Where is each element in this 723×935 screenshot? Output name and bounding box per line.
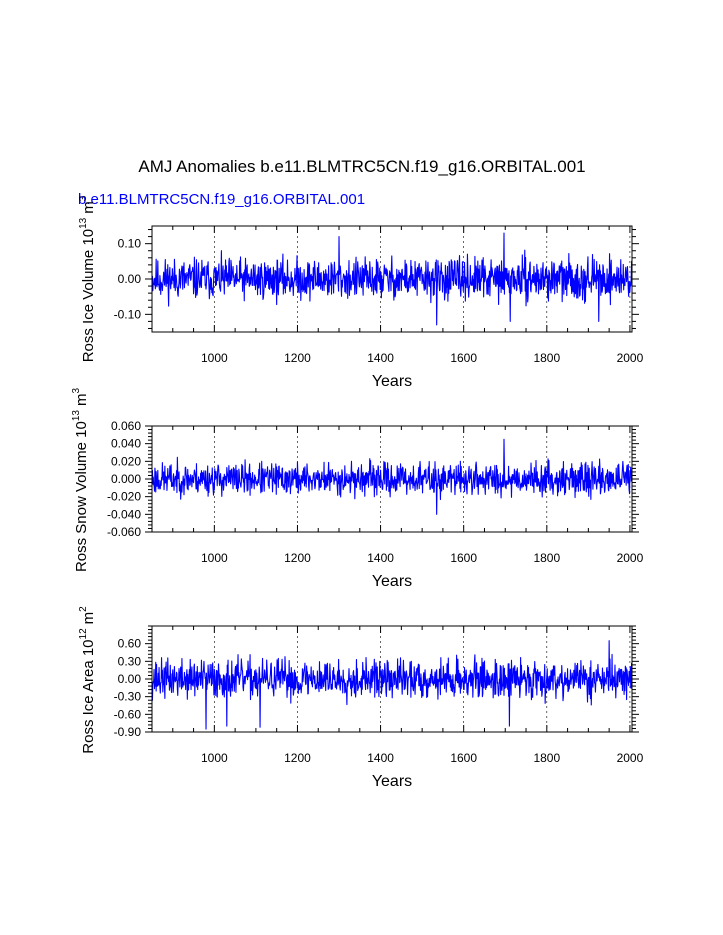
x-tick-label: 1800 (533, 551, 560, 565)
y-tick-label: 0.000 (111, 472, 141, 486)
y-axis-label-part: m (80, 612, 97, 625)
x-tick-label: 1600 (450, 751, 477, 765)
y-axis-label-part: Ross Ice Area 10 (80, 639, 97, 753)
panel-snow-volume: 1000 1200 1400 1600 1800 2000 0.060 0.040 0.020 0… (71, 388, 644, 590)
panel-ice-area: 1000 1200 1400 1600 1800 2000 0.60 0.30 0.00 -0.3… (78, 606, 644, 790)
figure-title: AMJ Anomalies b.e11.BLMTRC5CN.f19_g16.OR… (138, 157, 585, 176)
x-tick-label: 1600 (450, 351, 477, 365)
y-tick-label: 0.040 (111, 437, 141, 451)
y-axis-label: Ross Ice Area 1012 m2 (78, 606, 97, 754)
x-tick-label: 1000 (201, 351, 228, 365)
x-tick-label: 1800 (533, 351, 560, 365)
x-tick-label: 1800 (533, 751, 560, 765)
x-axis-label: Years (372, 773, 412, 790)
x-tick-label: 1200 (284, 751, 311, 765)
y-axis-label-part: Ross Snow Volume 10 (73, 421, 90, 572)
y-tick-label: -0.060 (107, 525, 141, 539)
x-tick-label: 1200 (284, 351, 311, 365)
y-tick-label: -0.020 (107, 490, 141, 504)
y-tick-label: 0.00 (118, 272, 142, 286)
y-axis-label: Ross Ice Volume 1013 m3 (78, 195, 97, 362)
y-axis-label-part: m (73, 394, 90, 407)
figure-subtitle: b.e11.BLMTRC5CN.f19_g16.ORBITAL.001 (78, 191, 365, 208)
y-axis-label-part: m (80, 201, 97, 214)
series-line (151, 438, 633, 515)
y-tick-label: 0.30 (118, 654, 142, 668)
y-tick-label: -0.10 (114, 307, 142, 321)
x-tick-label: 1200 (284, 551, 311, 565)
series-line (151, 640, 633, 730)
x-tick-label: 2000 (617, 351, 644, 365)
y-tick-label: 0.060 (111, 419, 141, 433)
panel-ice-volume: 1000 1200 1400 1600 1800 2000 0.10 0.00 -0.10 Yea… (78, 195, 644, 390)
y-axis-label-part: 3 (78, 195, 89, 201)
y-tick-label: -0.30 (114, 690, 142, 704)
x-tick-label: 1400 (367, 551, 394, 565)
y-tick-label: -0.040 (107, 507, 141, 521)
y-axis-label: Ross Snow Volume 1013 m3 (71, 388, 90, 573)
y-axis-label-part: 13 (78, 217, 89, 229)
y-tick-label: 0.00 (118, 672, 142, 686)
y-axis-label-part: 12 (78, 628, 89, 640)
x-tick-label: 1400 (367, 351, 394, 365)
x-axis-label: Years (372, 373, 412, 390)
x-tick-label: 1400 (367, 751, 394, 765)
y-axis-label-part: 3 (71, 388, 82, 394)
y-tick-label: 0.60 (118, 637, 142, 651)
y-tick-label: -0.90 (114, 725, 142, 739)
y-tick-label: 0.10 (118, 237, 142, 251)
x-axis-label: Years (372, 573, 412, 590)
x-tick-label: 1000 (201, 751, 228, 765)
y-tick-label: -0.60 (114, 707, 142, 721)
x-tick-label: 1600 (450, 551, 477, 565)
x-tick-label: 2000 (617, 751, 644, 765)
y-tick-label: 0.020 (111, 454, 141, 468)
y-axis-label-part: 2 (78, 606, 89, 612)
y-axis-label-part: 13 (71, 410, 82, 422)
series-line (151, 232, 633, 326)
x-tick-label: 2000 (617, 551, 644, 565)
x-tick-label: 1000 (201, 551, 228, 565)
y-axis-label-part: Ross Ice Volume 10 (80, 229, 97, 362)
